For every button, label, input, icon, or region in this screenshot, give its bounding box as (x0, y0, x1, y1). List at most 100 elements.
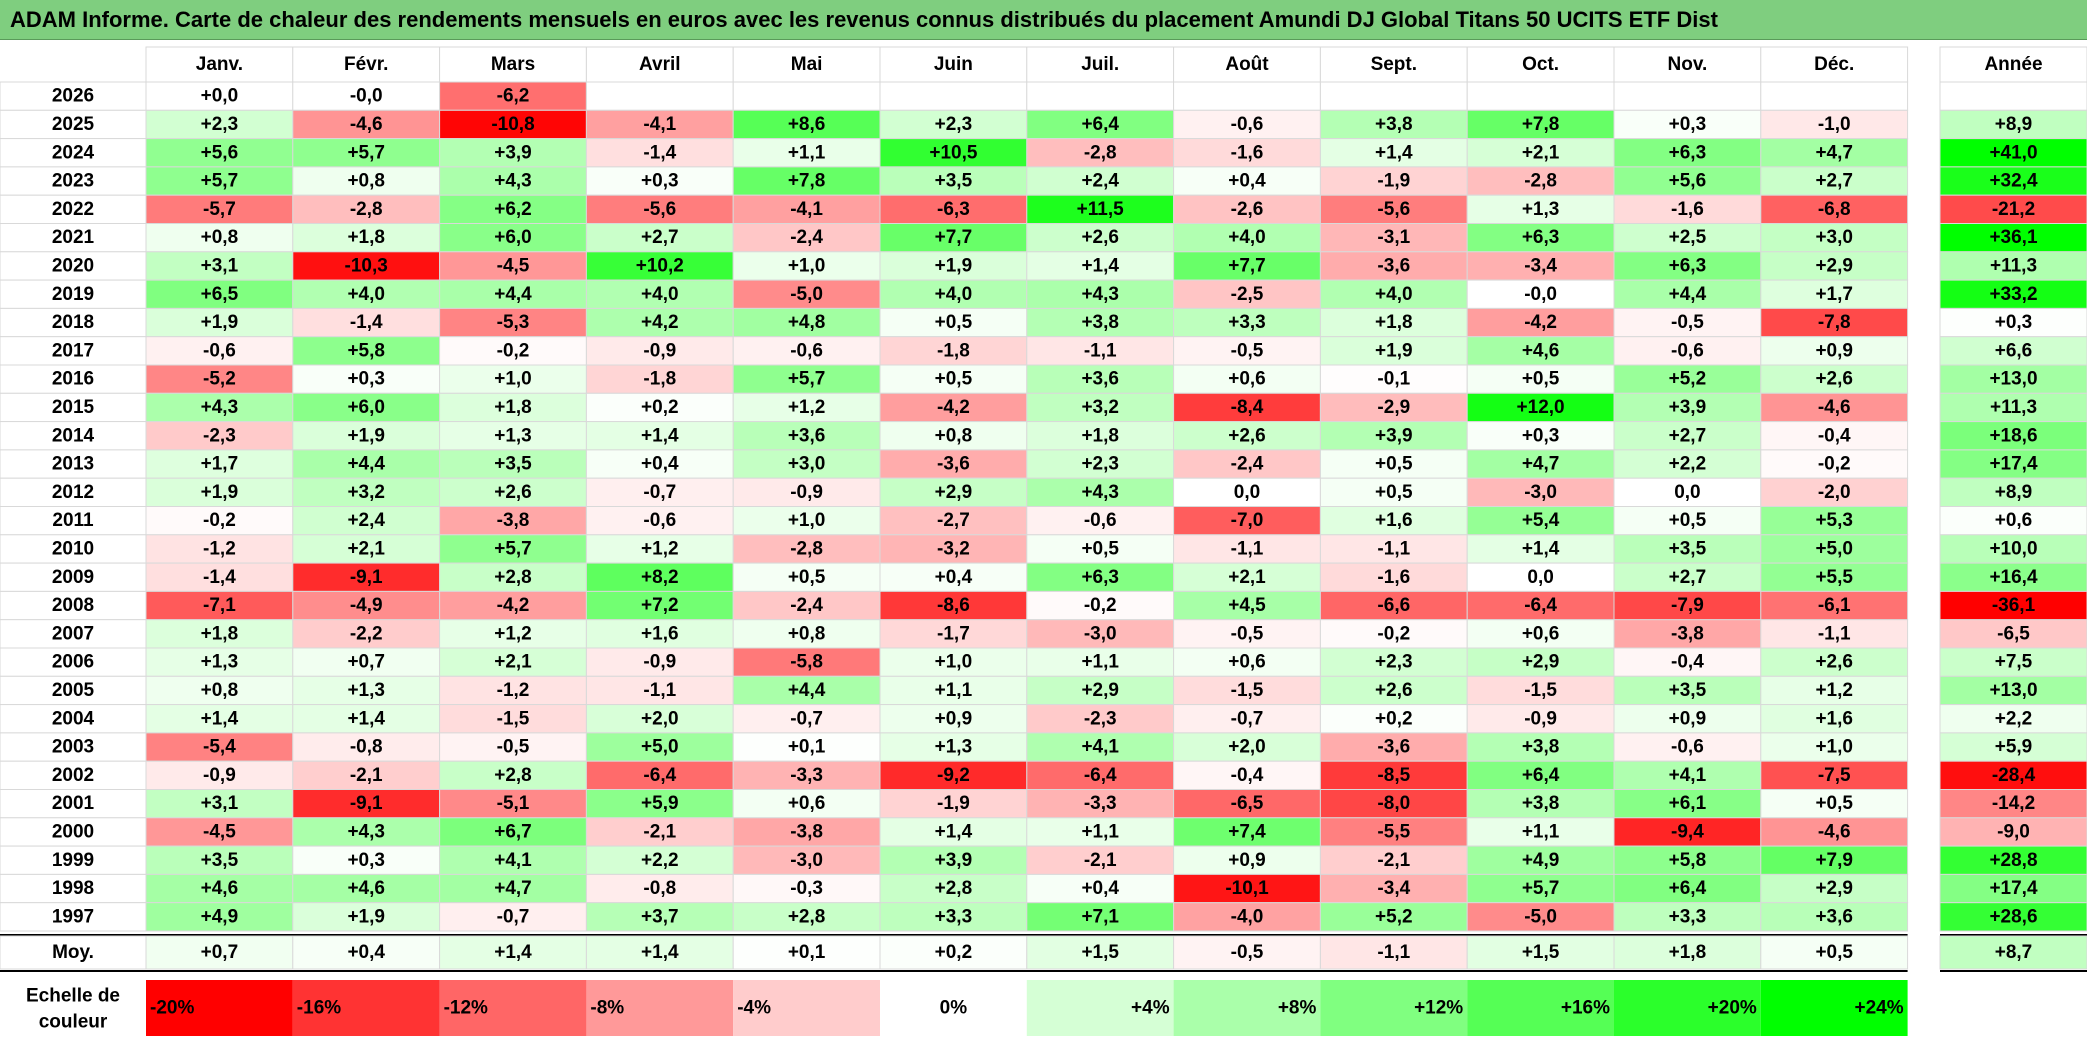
month-header: Nov. (1668, 54, 1708, 75)
heatmap-cell (879, 449, 1028, 479)
annual-value: +0,3 (1995, 312, 2033, 333)
avg-cell (1760, 935, 1909, 970)
cell-value: -0,4 (1818, 425, 1851, 446)
heatmap-cell (879, 223, 1028, 253)
heatmap-cell (145, 336, 294, 366)
heatmap-cell (439, 194, 587, 224)
heatmap-cell (1466, 704, 1615, 734)
heatmap-cell (1466, 506, 1615, 536)
cell-value: +4,3 (1081, 482, 1119, 503)
heatmap-cell (145, 477, 294, 508)
cell-value: -2,8 (1524, 171, 1557, 192)
annual-cell (1939, 307, 2087, 338)
cell-value: +1,4 (1375, 142, 1413, 163)
heatmap-cell (1173, 789, 1321, 819)
cell-value: +1,6 (1375, 510, 1413, 531)
cell-value: -1,8 (937, 340, 970, 361)
heatmap-cell (1466, 392, 1615, 423)
scale-swatch (1320, 980, 1468, 1036)
scale-swatch (292, 980, 440, 1036)
scale-tick-label: -8% (590, 998, 624, 1019)
heatmap-cell (145, 845, 294, 875)
cell-value: +0,4 (935, 567, 973, 588)
heatmap-cell (1613, 873, 1762, 904)
cell-value: +0,5 (935, 369, 973, 390)
cell-value: -9,1 (350, 793, 383, 814)
heatmap-cell (1173, 279, 1321, 309)
heatmap-cell (1760, 647, 1909, 677)
heatmap-cell (1613, 81, 1762, 111)
scale-swatch (1614, 980, 1761, 1036)
cell-value: +1,9 (201, 482, 239, 503)
avg-cell (585, 935, 734, 970)
cell-value: -3,8 (1671, 623, 1704, 644)
cell-value: +6,7 (494, 821, 532, 842)
avg-value: +1,4 (641, 942, 679, 963)
heatmap-cell (439, 138, 587, 168)
heatmap-cell (1026, 817, 1175, 847)
cell-value: +6,5 (201, 284, 239, 305)
heatmap-cell (879, 590, 1028, 621)
cell-value: -8,4 (1231, 397, 1264, 418)
annual-value: +32,4 (1989, 171, 2038, 192)
cell-value: +4,0 (641, 284, 679, 305)
heatmap-cell (1466, 421, 1615, 451)
scale-tick-label: -20% (150, 998, 194, 1019)
annual-value: +8,9 (1995, 482, 2033, 503)
cell-value: -6,2 (497, 86, 530, 107)
heatmap-cell (879, 307, 1028, 338)
scale-swatch (439, 980, 587, 1036)
heatmap-cell (1319, 449, 1468, 479)
year-label: 2006 (52, 652, 94, 673)
cell-value: -1,2 (497, 680, 530, 701)
cell-value: -2,3 (1084, 708, 1117, 729)
heatmap-cell (585, 619, 734, 649)
heatmap-cell (1026, 166, 1175, 196)
scale-swatch (1760, 980, 1908, 1036)
heatmap-cell (145, 138, 294, 168)
scale-tick-label: -16% (297, 998, 341, 1019)
cell-value: +4,7 (494, 878, 532, 899)
scale-tick-label: -4% (737, 998, 771, 1019)
heatmap-cell (1026, 562, 1175, 592)
heatmap-cell (1173, 817, 1321, 847)
heatmap-cell (585, 364, 734, 394)
cell-value: -6,5 (1231, 793, 1264, 814)
heatmap-cell (1173, 449, 1321, 479)
annual-value: -36,1 (1992, 595, 2036, 616)
month-header-cell (439, 46, 587, 83)
heatmap-cell (1466, 732, 1615, 762)
month-header: Janv. (196, 54, 243, 75)
year-label: 2007 (52, 623, 94, 644)
cell-value: -1,1 (1377, 538, 1410, 559)
month-header: Mai (791, 54, 823, 75)
cell-value: -2,4 (1231, 454, 1264, 475)
cell-value: +1,2 (641, 538, 679, 559)
heatmap-cell (585, 336, 734, 366)
cell-value: +2,3 (935, 114, 973, 135)
cell-value: +4,1 (1669, 765, 1707, 786)
year-label-cell (0, 421, 147, 451)
heatmap-cell (732, 760, 881, 791)
heatmap-cell (292, 590, 441, 621)
avg-value: -0,5 (1231, 942, 1264, 963)
cell-value: +2,1 (1522, 142, 1560, 163)
year-label: 2004 (52, 708, 95, 729)
cell-value: +0,9 (1669, 708, 1707, 729)
scale-tick-label: -12% (444, 998, 488, 1019)
cell-value: +6,3 (1522, 227, 1560, 248)
cell-value: +2,3 (1375, 652, 1413, 673)
year-label-cell (0, 251, 147, 281)
cell-value: -0,4 (1231, 765, 1264, 786)
cell-value: -0,6 (790, 340, 823, 361)
cell-value: -4,1 (643, 114, 676, 135)
cell-value: +4,9 (1522, 850, 1560, 871)
cell-value: -2,6 (1231, 199, 1264, 220)
cell-value: +3,5 (1669, 680, 1707, 701)
annual-value: +18,6 (1989, 425, 2037, 446)
heatmap-cell (1466, 109, 1615, 140)
cell-value: +4,0 (935, 284, 973, 305)
cell-value: +3,0 (1815, 227, 1853, 248)
cell-value: -1,5 (1524, 680, 1557, 701)
cell-value: +2,9 (1522, 652, 1560, 673)
